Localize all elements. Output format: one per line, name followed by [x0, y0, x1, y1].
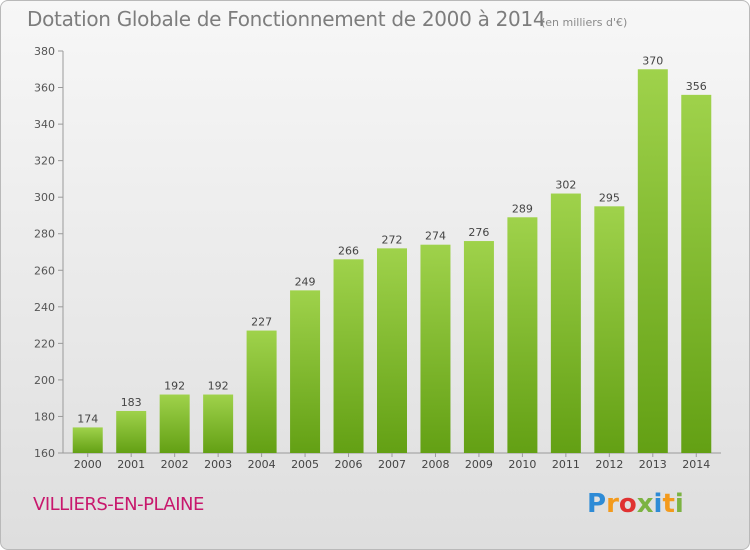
commune-name: VILLIERS-EN-PLAINE	[33, 494, 204, 515]
y-tick-label: 160	[34, 447, 55, 460]
logo-letter: i	[674, 489, 684, 519]
logo-letter: o	[618, 489, 637, 519]
y-tick-label: 360	[34, 82, 55, 95]
y-tick-label: 380	[34, 45, 55, 58]
x-tick-label: 2004	[248, 458, 276, 471]
x-tick-label: 2010	[508, 458, 536, 471]
logo-letter: r	[606, 489, 619, 519]
bar-value-label: 272	[382, 233, 403, 246]
bar-2011	[550, 193, 581, 453]
x-tick-label: 2011	[552, 458, 580, 471]
y-tick-label: 220	[34, 337, 55, 350]
bar-value-label: 295	[599, 191, 620, 204]
bar-2007	[377, 248, 407, 453]
y-tick-label: 240	[34, 301, 55, 314]
bar-2002	[159, 394, 190, 453]
x-tick-label: 2009	[465, 458, 493, 471]
bar-value-label: 276	[468, 226, 489, 239]
y-tick-label: 260	[34, 264, 55, 277]
x-tick-label: 2013	[639, 458, 667, 471]
x-tick-label: 2001	[117, 458, 145, 471]
y-tick-label: 340	[34, 118, 55, 131]
x-tick-label: 2014	[682, 458, 710, 471]
bar-value-label: 192	[164, 380, 185, 393]
logo-letter: t	[662, 489, 675, 519]
proxiti-logo: Proxiti	[587, 489, 684, 519]
bar-value-label: 302	[555, 179, 576, 192]
logo-letter: P	[587, 489, 607, 519]
chart-labels: 174 2000 183 2001 192 2002 192 2003 227 2004 249 20…	[74, 54, 711, 471]
chart-title: Dotation Globale de Fonctionnement de 20…	[27, 7, 546, 31]
bar-2001	[116, 410, 147, 453]
y-tick-label: 300	[34, 191, 55, 204]
bar-value-label: 266	[338, 244, 359, 257]
x-tick-label: 2000	[74, 458, 102, 471]
bar-value-label: 174	[77, 412, 98, 425]
bar-value-label: 289	[512, 202, 533, 215]
y-tick-label: 320	[34, 155, 55, 168]
bar-2013	[637, 69, 668, 453]
x-tick-label: 2003	[204, 458, 232, 471]
bar-value-label: 192	[208, 380, 229, 393]
bar-2003	[203, 394, 234, 453]
chart-bars	[72, 69, 712, 453]
bar-value-label: 249	[295, 275, 316, 288]
x-tick-label: 2002	[161, 458, 189, 471]
x-tick-label: 2005	[291, 458, 319, 471]
bar-2009	[463, 241, 494, 453]
x-tick-label: 2006	[335, 458, 363, 471]
chart-unit: (en milliers d'€)	[541, 16, 628, 29]
x-tick-label: 2007	[378, 458, 406, 471]
x-tick-label: 2008	[421, 458, 449, 471]
bar-value-label: 370	[642, 54, 663, 67]
chart-axes: 160 180 200 220 240 260 280 300 320 340 360 380	[34, 45, 721, 460]
bar-2004	[246, 330, 277, 453]
bar-value-label: 183	[121, 396, 142, 409]
bar-2010	[507, 217, 538, 453]
y-tick-label: 200	[34, 374, 55, 387]
bar-2014	[681, 94, 712, 453]
logo-letter: x	[636, 489, 654, 519]
y-tick-label: 280	[34, 228, 55, 241]
bar-2006	[333, 259, 364, 453]
y-tick-label: 180	[34, 410, 55, 423]
bar-2000	[72, 427, 103, 453]
bar-2008	[420, 244, 451, 453]
logo-letter: i	[653, 489, 663, 519]
bar-2012	[594, 206, 625, 453]
bar-value-label: 227	[251, 316, 272, 329]
bar-value-label: 356	[686, 80, 707, 93]
bar-value-label: 274	[425, 230, 446, 243]
bar-2005	[290, 290, 321, 453]
x-tick-label: 2012	[595, 458, 623, 471]
